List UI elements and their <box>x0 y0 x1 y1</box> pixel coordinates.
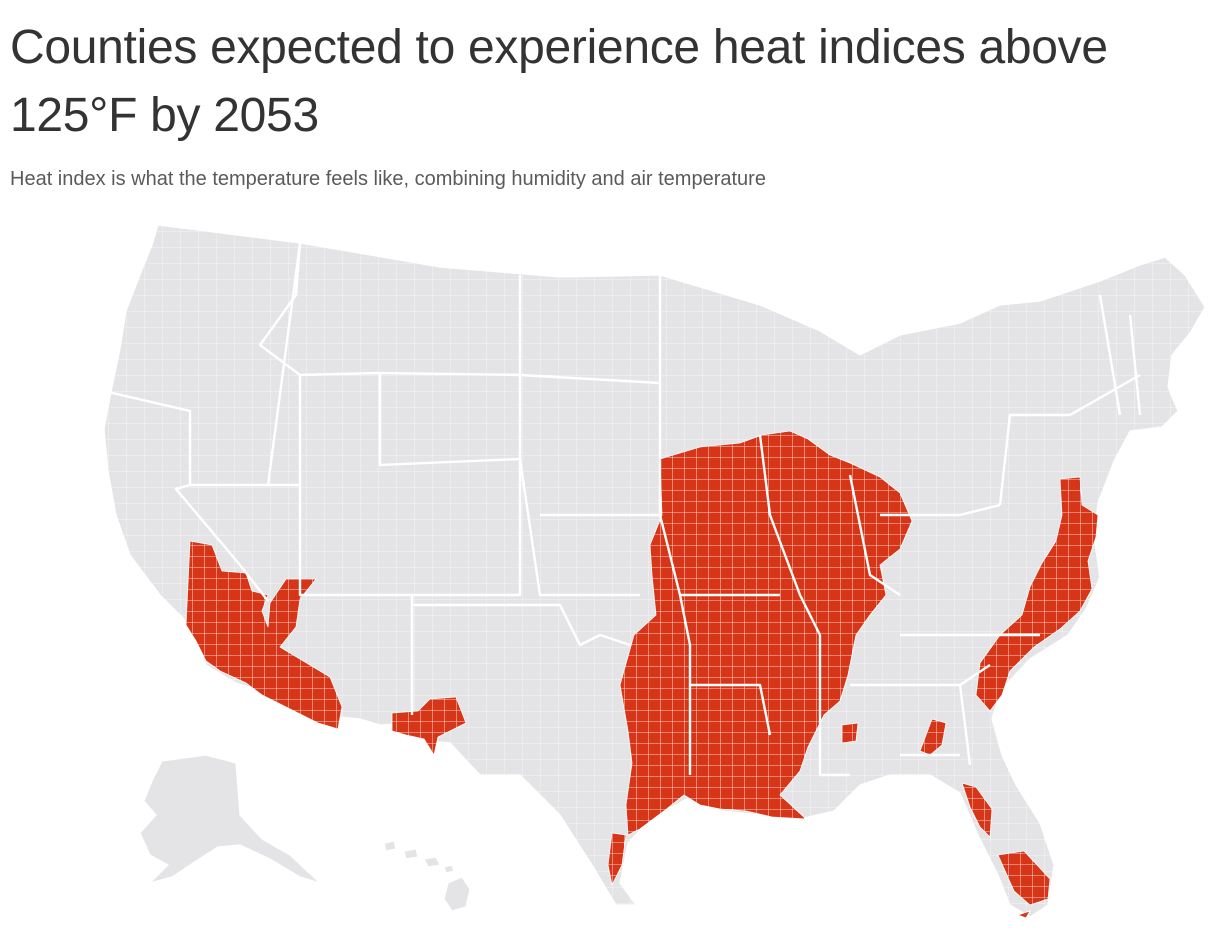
region-southwest-california-arizona <box>185 540 343 730</box>
region-florida-gulf-coast <box>961 782 993 838</box>
region-florida-keys <box>1016 910 1031 919</box>
highlighted-counties <box>185 430 1099 919</box>
state-borders <box>103 242 1142 777</box>
hawaii-land <box>383 840 471 912</box>
region-georgia-patch <box>919 718 947 756</box>
region-central-mississippi-valley <box>619 430 913 836</box>
alaska-land <box>139 754 321 885</box>
region-south-florida <box>997 850 1051 906</box>
region-texas-gulf-coast <box>607 832 627 887</box>
chart-title: Counties expected to experience heat ind… <box>10 21 1108 142</box>
chart-subtitle: Heat index is what the temperature feels… <box>10 168 766 190</box>
region-mid-atlantic-coast <box>975 476 1099 712</box>
region-southern-new-mexico <box>391 696 467 757</box>
region-alabama-patch <box>841 722 859 744</box>
us-county-map <box>103 224 1206 919</box>
